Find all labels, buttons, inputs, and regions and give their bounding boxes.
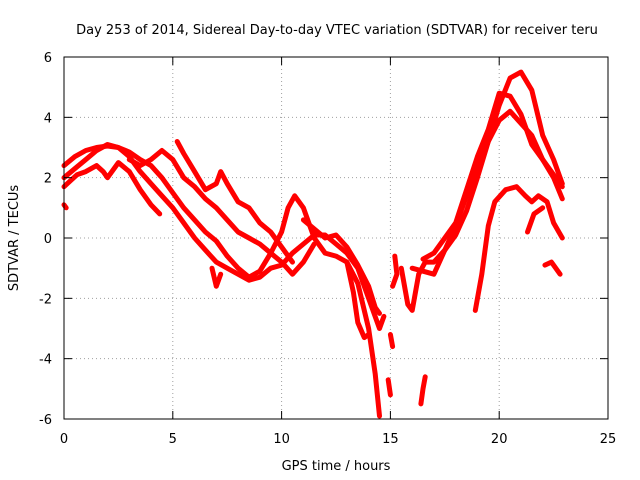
series-track-r: [542, 259, 563, 277]
series-track-h: [300, 217, 382, 316]
series-track-j: [387, 332, 396, 350]
y-tick-label: 6: [44, 51, 52, 66]
y-axis-label: SDTVAR / TECUs: [7, 185, 22, 292]
series-layer: [61, 69, 565, 419]
series-track-s: [418, 374, 428, 407]
y-tick-label: -4: [39, 353, 52, 368]
x-tick-label: 15: [382, 432, 399, 447]
x-tick-label: 25: [600, 432, 617, 447]
series-track-i: [344, 259, 372, 341]
x-tick-label: 0: [60, 432, 68, 447]
y-tick-label: 0: [44, 232, 52, 247]
series-track-k: [390, 253, 400, 289]
series-track-m: [398, 69, 565, 313]
y-tick-label: 4: [44, 111, 52, 126]
x-axis-label: GPS time / hours: [282, 459, 391, 474]
series-track-q: [525, 205, 546, 235]
series-track-e: [126, 148, 317, 277]
series-track-a: [61, 143, 382, 419]
series-track-b: [61, 142, 387, 331]
series-track-c: [61, 160, 163, 217]
x-tick-label: 20: [491, 432, 508, 447]
series-track-p: [472, 184, 565, 313]
series-track-f: [174, 139, 295, 265]
chart-title: Day 253 of 2014, Sidereal Day-to-day VTE…: [76, 23, 598, 38]
y-tick-label: -2: [39, 292, 52, 307]
x-tick-label: 10: [273, 432, 290, 447]
y-tick-label: 2: [44, 172, 52, 187]
y-tick-label: -6: [39, 413, 52, 428]
series-track-l: [385, 377, 393, 398]
series-track-g: [209, 265, 224, 289]
x-tick-label: 5: [169, 432, 177, 447]
tick-layer: 0 5 10 15 20 25 -6 -4 -2 0 2 4 6: [39, 51, 616, 447]
series-track-o: [420, 90, 565, 262]
